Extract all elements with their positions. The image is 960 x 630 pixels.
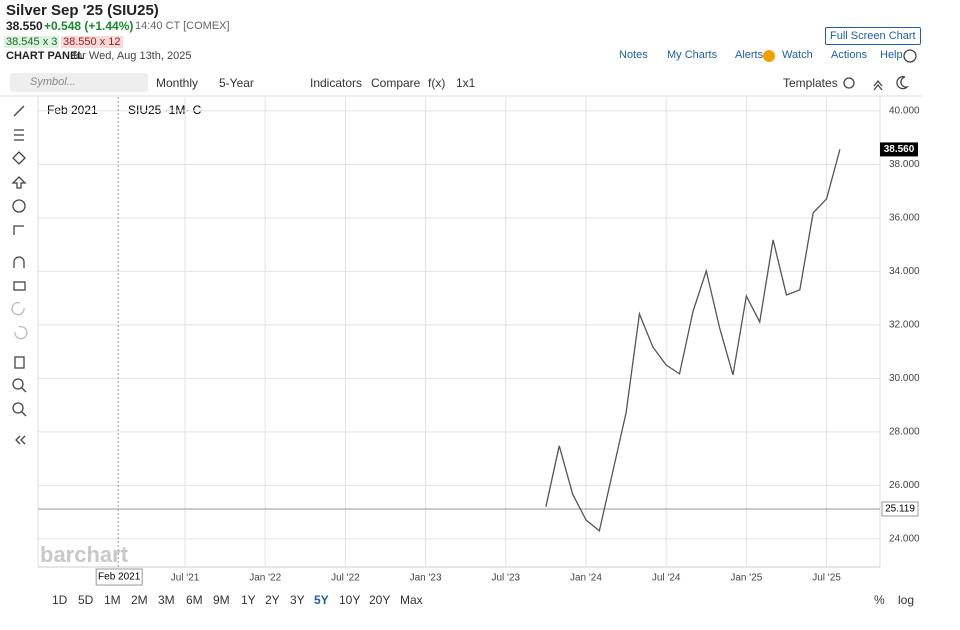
quote-time: 14:40 CT [COMEX] <box>135 20 230 32</box>
range-button[interactable]: 2Y <box>265 593 280 607</box>
range-button[interactable]: 3Y <box>290 593 305 607</box>
x-tick-label: Jul '21 <box>171 573 200 584</box>
drawing-tools[interactable] <box>11 105 28 445</box>
menu-item[interactable]: Alerts <box>735 49 764 61</box>
range-button[interactable]: 5Y <box>314 593 329 607</box>
panel-date: for Wed, Aug 13th, 2025 <box>73 50 192 62</box>
range-button[interactable]: 5D <box>78 593 94 607</box>
menu-item[interactable]: Help <box>880 49 903 61</box>
title: Silver Sep '25 (SIU25) <box>6 2 159 19</box>
x-tick-label: Jan '25 <box>730 573 762 584</box>
y-tick-label: 30.000 <box>889 373 920 384</box>
crosshair-label: Feb 2021 <box>98 572 141 583</box>
toolbar-item[interactable]: Compare <box>371 76 421 90</box>
range-button[interactable]: 10Y <box>339 593 361 607</box>
crosshair-date: Feb 2021 <box>47 103 98 117</box>
last-value-label: 38.560 <box>884 144 915 155</box>
panel-label: CHART PANEL <box>6 50 85 62</box>
x-tick-label: Jul '23 <box>491 573 520 584</box>
menu-item[interactable]: Watch <box>782 49 813 61</box>
x-tick-label: Jul '22 <box>331 573 360 584</box>
x-tick-label: Jan '23 <box>410 573 442 584</box>
toolbar-item[interactable]: Indicators <box>310 76 363 90</box>
reference-label: 25.119 <box>885 504 915 515</box>
x-tick-label: Jan '22 <box>249 573 281 584</box>
menu-item[interactable]: My Charts <box>667 49 718 61</box>
change: +0.548 (+1.44%) <box>44 19 134 33</box>
templates-button[interactable]: Templates <box>783 76 838 90</box>
x-tick-label: Jul '24 <box>652 573 681 584</box>
range-button[interactable]: 1D <box>52 593 68 607</box>
reference-label-box <box>881 501 919 517</box>
y-tick-label: 28.000 <box>889 427 920 438</box>
range-button[interactable]: 1M <box>104 593 121 607</box>
y-tick-label: 34.000 <box>889 266 920 277</box>
menu-item[interactable]: Actions <box>831 49 868 61</box>
y-tick-label: 24.000 <box>889 534 920 545</box>
menu-item[interactable]: Notes <box>619 49 648 61</box>
bid: 38.545 x 3 <box>4 36 60 48</box>
ask: 38.550 x 12 <box>61 36 123 48</box>
toolbar-item[interactable]: Monthly <box>156 76 199 90</box>
x-tick-label: Jul '25 <box>812 573 841 584</box>
range-button[interactable]: Max <box>400 593 423 607</box>
scale-option[interactable]: log <box>898 593 915 607</box>
header-icons[interactable] <box>763 49 917 91</box>
y-tick-label: 36.000 <box>889 213 920 224</box>
crosshair-label-box <box>95 568 143 586</box>
watermark: barchart <box>40 542 129 567</box>
full-screen-button[interactable]: Full Screen Chart <box>825 27 921 45</box>
last-value-box <box>880 142 918 157</box>
y-tick-label: 40.000 <box>889 106 920 117</box>
range-button[interactable]: 9M <box>213 593 230 607</box>
x-tick-label: Jan '24 <box>570 573 602 584</box>
price-line <box>545 149 841 533</box>
range-button[interactable]: 2M <box>131 593 148 607</box>
range-button[interactable]: 3M <box>158 593 175 607</box>
y-tick-label: 26.000 <box>889 480 920 491</box>
y-tick-label: 38.000 <box>889 159 920 170</box>
y-tick-label: 32.000 <box>889 320 920 331</box>
symbol-search[interactable]: Symbol... <box>10 73 148 92</box>
scale-option[interactable]: % <box>874 593 885 607</box>
legend: SIU25 ·1M· C <box>128 103 202 117</box>
range-button[interactable]: 1Y <box>241 593 256 607</box>
toolbar-item[interactable]: 5-Year <box>219 76 254 90</box>
range-button[interactable]: 6M <box>186 593 203 607</box>
toolbar-item[interactable]: 1x1 <box>456 76 476 90</box>
range-button[interactable]: 20Y <box>369 593 391 607</box>
toolbar-item[interactable]: f(x) <box>428 76 446 90</box>
last-price: 38.550 <box>6 19 43 33</box>
